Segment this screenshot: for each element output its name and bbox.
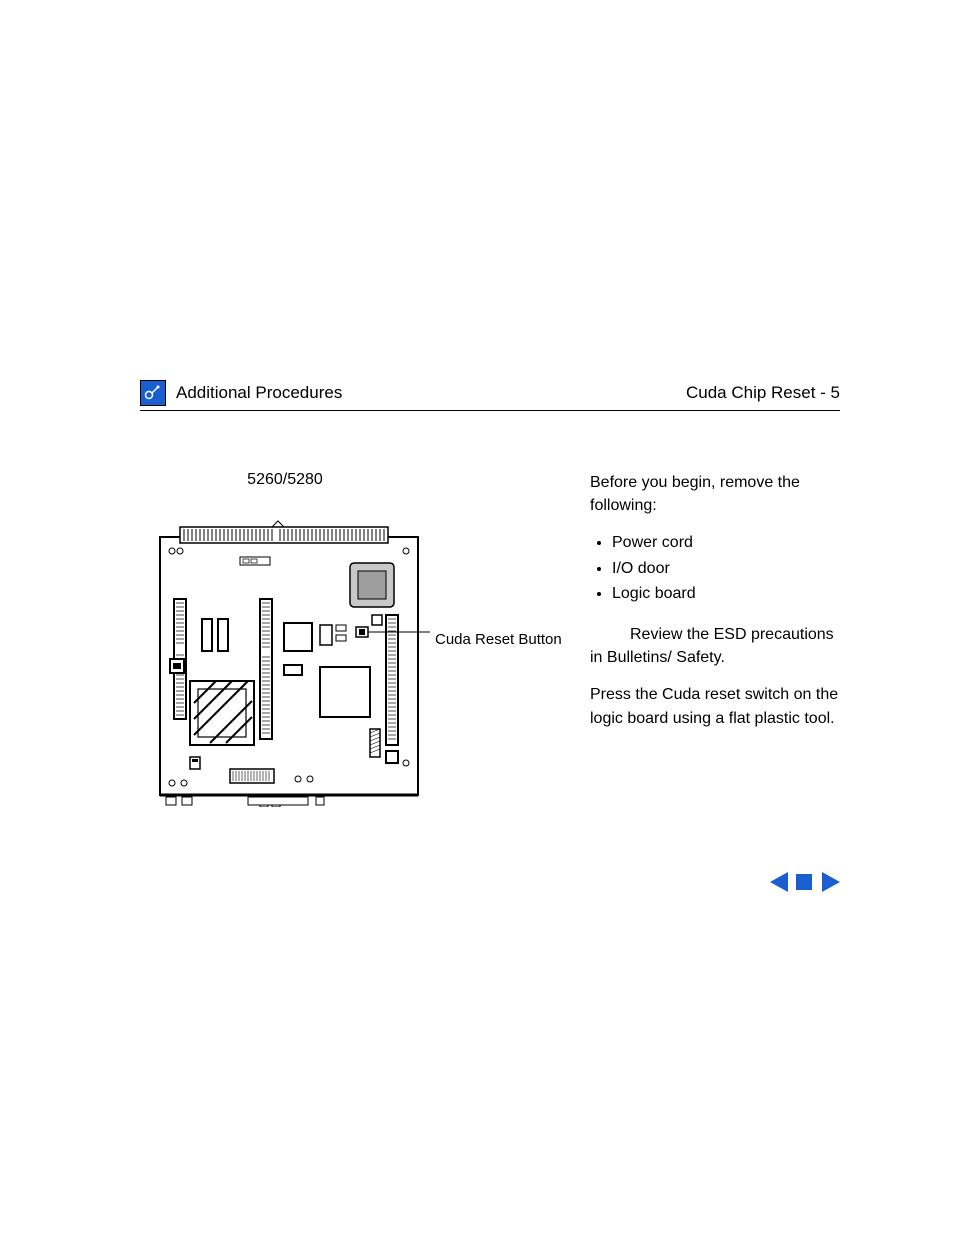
nav-stop-icon[interactable] bbox=[796, 874, 812, 890]
review-paragraph: Review the ESD precautions in Bulletins/… bbox=[590, 623, 840, 669]
diagram-title: 5260/5280 bbox=[140, 471, 570, 489]
header-page-label: Cuda Chip Reset - 5 bbox=[686, 383, 840, 403]
nav-next-icon[interactable] bbox=[822, 872, 840, 892]
header-section-title: Additional Procedures bbox=[176, 383, 686, 403]
list-item: Power cord bbox=[612, 531, 840, 554]
list-item: I/O door bbox=[612, 557, 840, 580]
instruction-text: Press the Cuda reset switch on the logic… bbox=[590, 683, 840, 729]
remove-list: Power cord I/O door Logic board bbox=[590, 531, 840, 605]
diagram-callout-label: Cuda Reset Button bbox=[435, 631, 562, 648]
instructions-text: Before you begin, remove the following: … bbox=[590, 471, 840, 744]
intro-text: Before you begin, remove the following: bbox=[590, 471, 840, 517]
service-stethoscope-icon bbox=[140, 380, 166, 406]
list-item: Logic board bbox=[612, 582, 840, 605]
page-header: Additional Procedures Cuda Chip Reset - … bbox=[140, 380, 840, 411]
review-lead: Review the ESD bbox=[630, 626, 747, 643]
logic-board-diagram bbox=[140, 507, 430, 807]
nav-prev-icon[interactable] bbox=[770, 872, 788, 892]
page-navigation bbox=[770, 870, 840, 894]
